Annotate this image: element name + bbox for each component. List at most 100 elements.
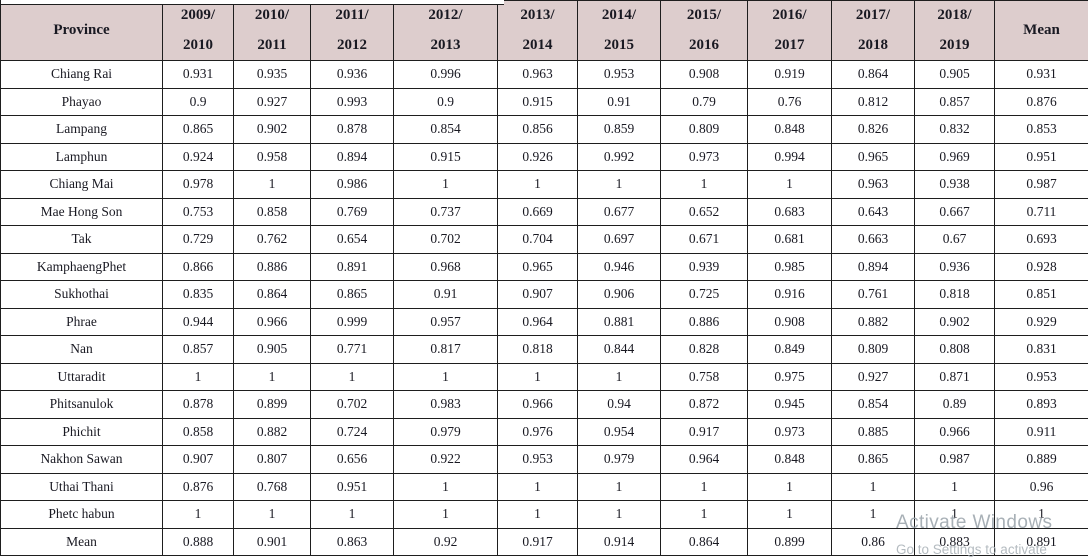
value-cell: 0.711 xyxy=(994,197,1088,226)
value-cell: 0.654 xyxy=(310,225,394,254)
value-cell: 0.702 xyxy=(393,225,498,254)
value-cell: 0.864 xyxy=(831,60,915,89)
province-cell: Phichit xyxy=(0,417,163,446)
value-cell: 0.917 xyxy=(660,417,748,446)
table-row: Chiang Rai 0.931 0.935 0.936 0.996 0.963 0.953… xyxy=(0,60,1088,89)
value-cell: 0.853 xyxy=(994,115,1088,144)
table-row: Lampang 0.865 0.902 0.878 0.854 0.856 0.859 0.8… xyxy=(0,115,1088,144)
column-header-year: 2009/ 2010 xyxy=(162,0,234,61)
value-cell: 0.882 xyxy=(831,307,915,336)
value-cell: 0.878 xyxy=(310,115,394,144)
value-cell: 0.817 xyxy=(393,335,498,364)
value-cell: 0.946 xyxy=(577,252,661,281)
table-row: Sukhothai 0.835 0.864 0.865 0.91 0.907 0.906 0.… xyxy=(0,280,1088,309)
province-cell: Uttaradit xyxy=(0,362,163,391)
value-cell: 0.929 xyxy=(994,307,1088,336)
value-cell: 0.908 xyxy=(747,307,832,336)
province-cell: KamphaengPhet xyxy=(0,252,163,281)
value-cell: 0.807 xyxy=(233,445,311,474)
value-cell: 0.951 xyxy=(310,472,394,501)
province-cell: Phrae xyxy=(0,307,163,336)
value-cell: 0.953 xyxy=(577,60,661,89)
province-cell: Chiang Rai xyxy=(0,60,163,89)
value-cell: 0.864 xyxy=(233,280,311,309)
column-header-province: Province xyxy=(0,0,163,61)
value-cell: 0.9 xyxy=(162,87,234,116)
value-cell: 1 xyxy=(660,500,748,529)
table-header-row: Province 2009/ 2010 2010/ 2011 2011/ 201… xyxy=(0,0,1088,61)
value-cell: 0.771 xyxy=(310,335,394,364)
province-cell: Lampang xyxy=(0,115,163,144)
value-cell: 0.963 xyxy=(831,170,915,199)
value-cell: 0.899 xyxy=(233,390,311,419)
table-row: Chiang Mai 0.978 1 0.986 1 1 1 1 1 0.963 0.938 0.98… xyxy=(0,170,1088,199)
value-cell: 1 xyxy=(994,500,1088,529)
value-cell: 0.76 xyxy=(747,87,832,116)
value-cell: 0.812 xyxy=(831,87,915,116)
value-cell: 0.965 xyxy=(497,252,578,281)
value-cell: 0.914 xyxy=(577,527,661,556)
value-cell: 0.872 xyxy=(660,390,748,419)
value-cell: 1 xyxy=(831,472,915,501)
province-cell: Tak xyxy=(0,225,163,254)
value-cell: 0.905 xyxy=(233,335,311,364)
value-cell: 0.9 xyxy=(393,87,498,116)
value-cell: 1 xyxy=(233,500,311,529)
activate-windows-watermark-subtitle: Go to Settings to activate xyxy=(896,542,1047,557)
table-row: KamphaengPhet 0.866 0.886 0.891 0.968 0.965 0.… xyxy=(0,252,1088,281)
value-cell: 0.996 xyxy=(393,60,498,89)
value-cell: 0.911 xyxy=(994,417,1088,446)
activate-windows-watermark: Activate Windows xyxy=(896,512,1053,533)
value-cell: 0.906 xyxy=(577,280,661,309)
table-row: Phetc habun 1 1 1 1 1 1 1 1 1 1 1 xyxy=(0,500,1088,529)
value-cell: 0.922 xyxy=(393,445,498,474)
value-cell: 0.965 xyxy=(831,142,915,171)
value-cell: 0.907 xyxy=(162,445,234,474)
province-cell: Phitsanulok xyxy=(0,390,163,419)
value-cell: 1 xyxy=(393,170,498,199)
value-cell: 0.936 xyxy=(914,252,995,281)
value-cell: 0.865 xyxy=(831,445,915,474)
column-header-year: 2013/ 2014 xyxy=(497,0,578,61)
value-cell: 0.753 xyxy=(162,197,234,226)
value-cell: 1 xyxy=(310,362,394,391)
value-cell: 1 xyxy=(831,500,915,529)
value-cell: 0.992 xyxy=(577,142,661,171)
value-cell: 1 xyxy=(660,170,748,199)
table-body: Chiang Rai 0.931 0.935 0.936 0.996 0.963 0.953… xyxy=(0,60,1088,556)
value-cell: 1 xyxy=(162,500,234,529)
value-cell: 0.907 xyxy=(497,280,578,309)
value-cell: 0.979 xyxy=(577,445,661,474)
province-cell: Uthai Thani xyxy=(0,472,163,501)
value-cell: 0.849 xyxy=(747,335,832,364)
value-cell: 0.926 xyxy=(497,142,578,171)
value-cell: 1 xyxy=(162,362,234,391)
value-cell: 0.871 xyxy=(914,362,995,391)
value-cell: 0.854 xyxy=(393,115,498,144)
value-cell: 0.931 xyxy=(994,60,1088,89)
value-cell: 0.924 xyxy=(162,142,234,171)
value-cell: 0.908 xyxy=(660,60,748,89)
province-cell: Nakhon Sawan xyxy=(0,445,163,474)
value-cell: 0.865 xyxy=(310,280,394,309)
value-cell: 0.953 xyxy=(994,362,1088,391)
table-row: Mean 0.888 0.901 0.863 0.92 0.917 0.914 0.864 0.… xyxy=(0,527,1088,556)
value-cell: 0.917 xyxy=(497,527,578,556)
value-cell: 0.656 xyxy=(310,445,394,474)
value-cell: 0.89 xyxy=(914,390,995,419)
value-cell: 0.891 xyxy=(310,252,394,281)
value-cell: 0.809 xyxy=(831,335,915,364)
table-row: Phayao 0.9 0.927 0.993 0.9 0.915 0.91 0.79 0.76 0… xyxy=(0,87,1088,116)
value-cell: 0.966 xyxy=(914,417,995,446)
value-cell: 0.818 xyxy=(914,280,995,309)
value-cell: 1 xyxy=(747,472,832,501)
value-cell: 0.858 xyxy=(162,417,234,446)
value-cell: 0.831 xyxy=(994,335,1088,364)
value-cell: 0.94 xyxy=(577,390,661,419)
value-cell: 0.808 xyxy=(914,335,995,364)
value-cell: 0.983 xyxy=(393,390,498,419)
value-cell: 0.643 xyxy=(831,197,915,226)
value-cell: 0.697 xyxy=(577,225,661,254)
value-cell: 0.973 xyxy=(747,417,832,446)
value-cell: 0.704 xyxy=(497,225,578,254)
